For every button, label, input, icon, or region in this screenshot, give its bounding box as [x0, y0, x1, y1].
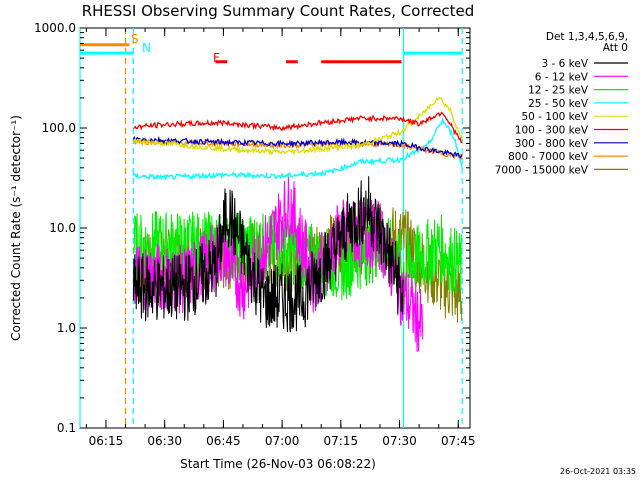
legend-label-12-25-kev: 12 - 25 keV — [528, 85, 589, 97]
legend-label-3-6-kev: 3 - 6 keV — [541, 58, 588, 70]
flare-flag-label: F — [213, 51, 220, 65]
x-axis: 06:15 06:30 06:45 07:00 07:15 07:30 07:45 — [85, 28, 476, 448]
status-bars — [80, 43, 463, 64]
x-tick-label: 06:45 — [206, 434, 241, 448]
y-axis: 0.1 1.0 10.0 100.0 1000.0 — [34, 21, 470, 435]
legend-label-50-100-kev: 50 - 100 keV — [521, 111, 588, 123]
y-tick-label: 1000.0 — [34, 21, 76, 35]
series-50-100-kev-line — [133, 97, 463, 157]
y-tick-label: 0.1 — [57, 421, 76, 435]
legend-label-25-50-kev: 25 - 50 keV — [528, 98, 589, 110]
x-tick-label: 07:45 — [441, 434, 476, 448]
x-tick-label: 07:15 — [324, 434, 359, 448]
legend-label-7000-15000-kev: 7000 - 15000 keV — [495, 164, 589, 176]
x-tick-label: 07:00 — [265, 434, 300, 448]
series-3-6-kev-line — [132, 176, 404, 333]
x-axis-label: Start Time (26-Nov-03 06:08:22) — [180, 457, 376, 471]
series-300-800-kev-line — [132, 135, 463, 159]
legend-title-line1: Det 1,3,4,5,6,9, — [546, 31, 628, 43]
x-tick-label: 07:30 — [382, 434, 417, 448]
y-tick-label: 100.0 — [42, 121, 76, 135]
chart-title: RHESSI Observing Summary Count Rates, Co… — [82, 2, 475, 20]
series-100-300-kev-line — [133, 111, 463, 144]
legend-label-800-7000-kev: 800 - 7000 keV — [508, 151, 589, 163]
saa-flag-label: S — [131, 32, 139, 46]
x-tick-label: 06:15 — [89, 434, 124, 448]
legend-label-100-300-kev: 100 - 300 keV — [515, 125, 589, 137]
series-25-50-kev-line — [132, 117, 463, 181]
series-traces — [132, 97, 463, 353]
x-tick-label: 06:30 — [147, 434, 182, 448]
y-tick-label: 10.0 — [49, 221, 76, 235]
night-flag-label: N — [142, 41, 151, 55]
legend-label-300-800-kev: 300 - 800 keV — [515, 138, 589, 150]
legend-label-6-12-kev: 6 - 12 keV — [535, 71, 589, 83]
y-tick-label: 1.0 — [57, 321, 76, 335]
y-axis-label: Corrected Count Rate (s⁻¹ detector⁻¹) — [9, 115, 23, 341]
generation-timestamp: 26-Oct-2021 03:35 — [560, 467, 636, 476]
legend-title-line2: Att 0 — [603, 42, 628, 54]
